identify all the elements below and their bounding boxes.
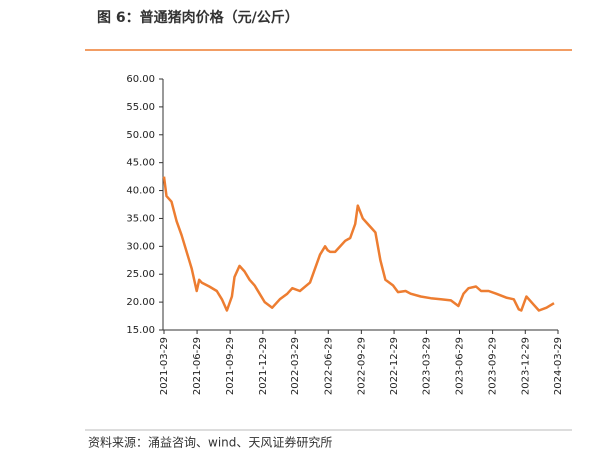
x-tick-label: 2023-06-29 (455, 337, 466, 395)
source-note: 资料来源：涌益咨询、wind、天风证券研究所 (88, 435, 332, 450)
y-tick-label: 25.00 (126, 269, 155, 280)
y-tick-label: 30.00 (126, 241, 155, 252)
y-tick-label: 50.00 (126, 130, 155, 141)
x-tick-label: 2024-03-29 (553, 337, 564, 395)
y-tick-label: 55.00 (126, 102, 155, 113)
y-tick-label: 15.00 (126, 325, 155, 336)
y-tick-label: 40.00 (126, 186, 155, 197)
y-tick-label: 45.00 (126, 158, 155, 169)
y-tick-label: 20.00 (126, 297, 155, 308)
x-tick-label: 2022-12-29 (389, 337, 400, 395)
y-tick-label: 60.00 (126, 74, 155, 85)
x-tick-label: 2021-12-29 (258, 337, 269, 395)
x-tick-label: 2022-06-29 (323, 337, 334, 395)
price-line (162, 176, 555, 312)
x-tick-label: 2021-03-29 (159, 337, 170, 395)
x-tick-label: 2023-03-29 (421, 337, 432, 395)
x-tick-label: 2021-06-29 (192, 337, 203, 395)
x-tick-label: 2023-09-29 (488, 337, 499, 395)
x-tick-label: 2022-09-29 (356, 337, 367, 395)
y-tick-label: 35.00 (126, 213, 155, 224)
x-tick-label: 2023-12-29 (520, 337, 531, 395)
chart-title: 图 6：普通猪肉价格（元/公斤） (97, 9, 299, 26)
x-tick-label: 2022-03-29 (290, 337, 301, 395)
x-tick-label: 2021-09-29 (225, 337, 236, 395)
